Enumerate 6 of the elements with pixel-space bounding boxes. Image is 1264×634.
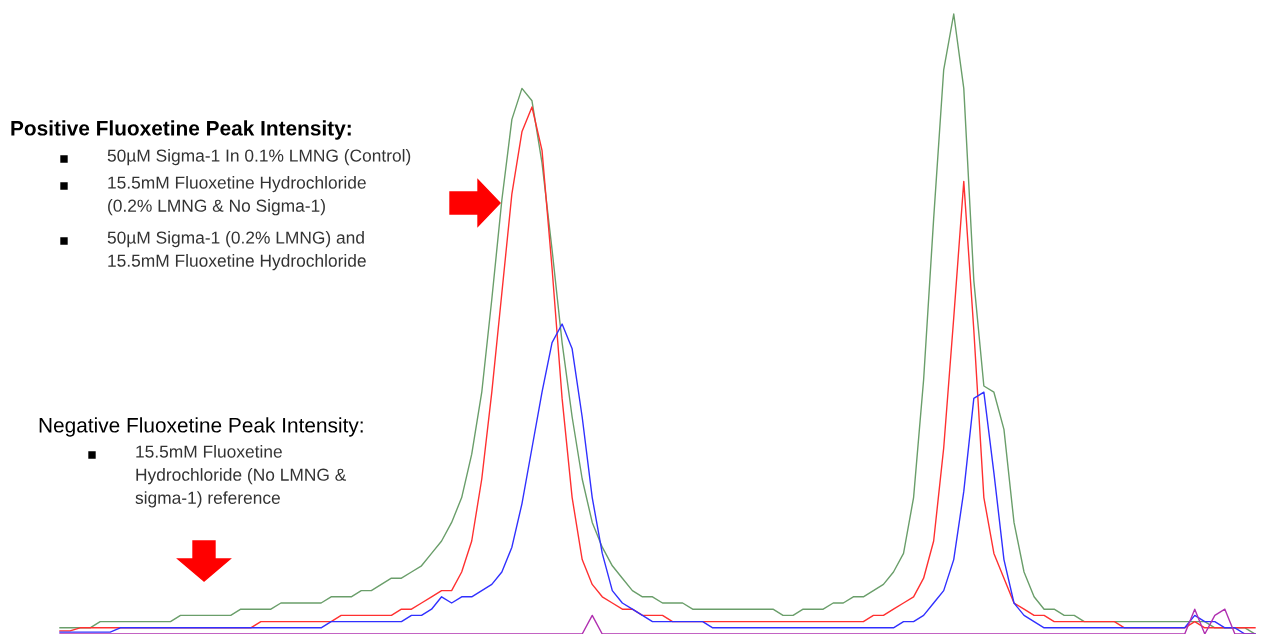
- annotation: Positive Fluoxetine Peak Intensity:: [11, 120, 351, 140]
- annotation: Negative Fluoxetine Peak Intensity:: [39, 417, 363, 437]
- annotation: 15.5mM Fluoxetine Hydrochloride (No LMNG & sigma-1) reference: [135, 445, 347, 508]
- annotation: 50µM Sigma-1 (0.2% LMNG) and 15.5mM Fluoxetine Hydrochloride: [107, 231, 366, 271]
- annotation: 15.5mM Fluoxetine Hydrochloride (0.2% LMNG & No Sigma-1): [108, 176, 366, 216]
- annotation: 50µM Sigma-1 In 0.1% LMNG (Control): [107, 149, 411, 166]
